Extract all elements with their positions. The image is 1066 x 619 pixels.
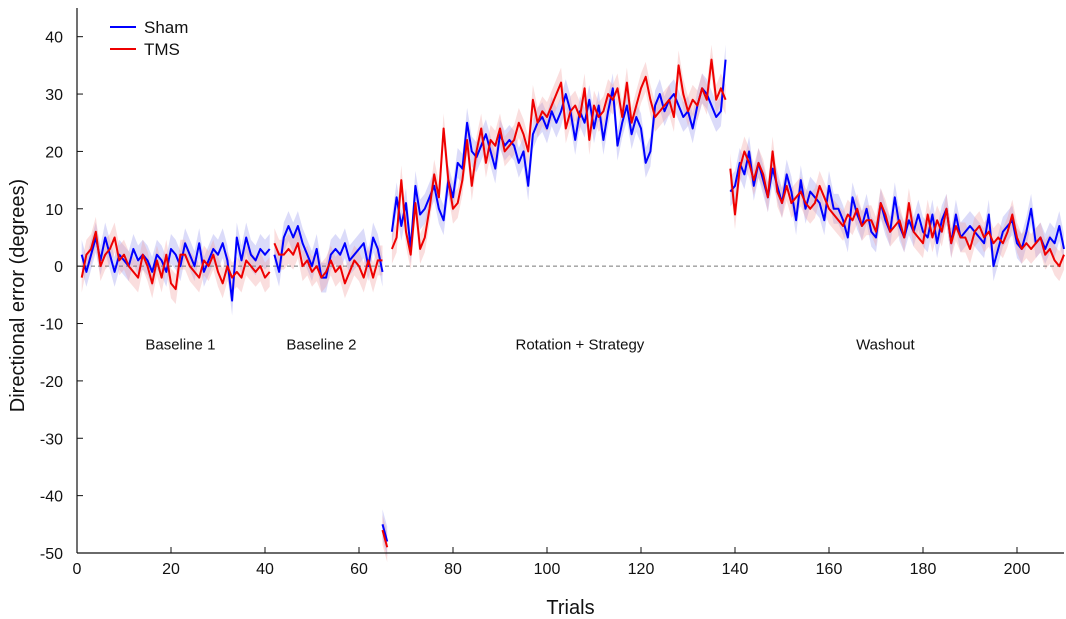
x-axis-title: Trials — [546, 597, 594, 619]
x-tick-label: 0 — [73, 561, 82, 578]
x-tick-label: 120 — [628, 561, 655, 578]
y-tick-label: -20 — [40, 374, 63, 391]
tms-legend-label: TMS — [144, 40, 180, 59]
phase-label: Rotation + Strategy — [515, 336, 644, 353]
legend: Sham TMS — [110, 18, 188, 59]
sham-legend-label: Sham — [144, 18, 188, 37]
phase-label: Washout — [856, 336, 915, 353]
y-tick-label: 10 — [45, 202, 63, 219]
x-tick-label: 80 — [444, 561, 462, 578]
y-tick-label: 0 — [54, 259, 63, 276]
y-tick-label: 30 — [45, 87, 63, 104]
phase-labels: Baseline 1 Baseline 2 Rotation + Strategy W… — [145, 336, 915, 353]
x-tick-label: 60 — [350, 561, 368, 578]
y-tick-label: -10 — [40, 317, 63, 334]
phase-label: Baseline 2 — [286, 336, 356, 353]
y-tick-label: -50 — [40, 546, 63, 563]
y-axis-title: Directional error (degrees) — [7, 179, 29, 412]
x-tick-label: 140 — [722, 561, 749, 578]
y-tick-label: -30 — [40, 431, 63, 448]
y-tick-label: 20 — [45, 144, 63, 161]
x-tick-label: 160 — [816, 561, 843, 578]
x-tick-label: 100 — [534, 561, 561, 578]
y-tick-label: 40 — [45, 30, 63, 47]
x-tick-label: 200 — [1004, 561, 1031, 578]
x-tick-label: 180 — [910, 561, 937, 578]
x-tick-label: 40 — [256, 561, 274, 578]
phase-label: Baseline 1 — [145, 336, 215, 353]
x-tick-label: 20 — [162, 561, 180, 578]
y-tick-label: -40 — [40, 489, 63, 506]
